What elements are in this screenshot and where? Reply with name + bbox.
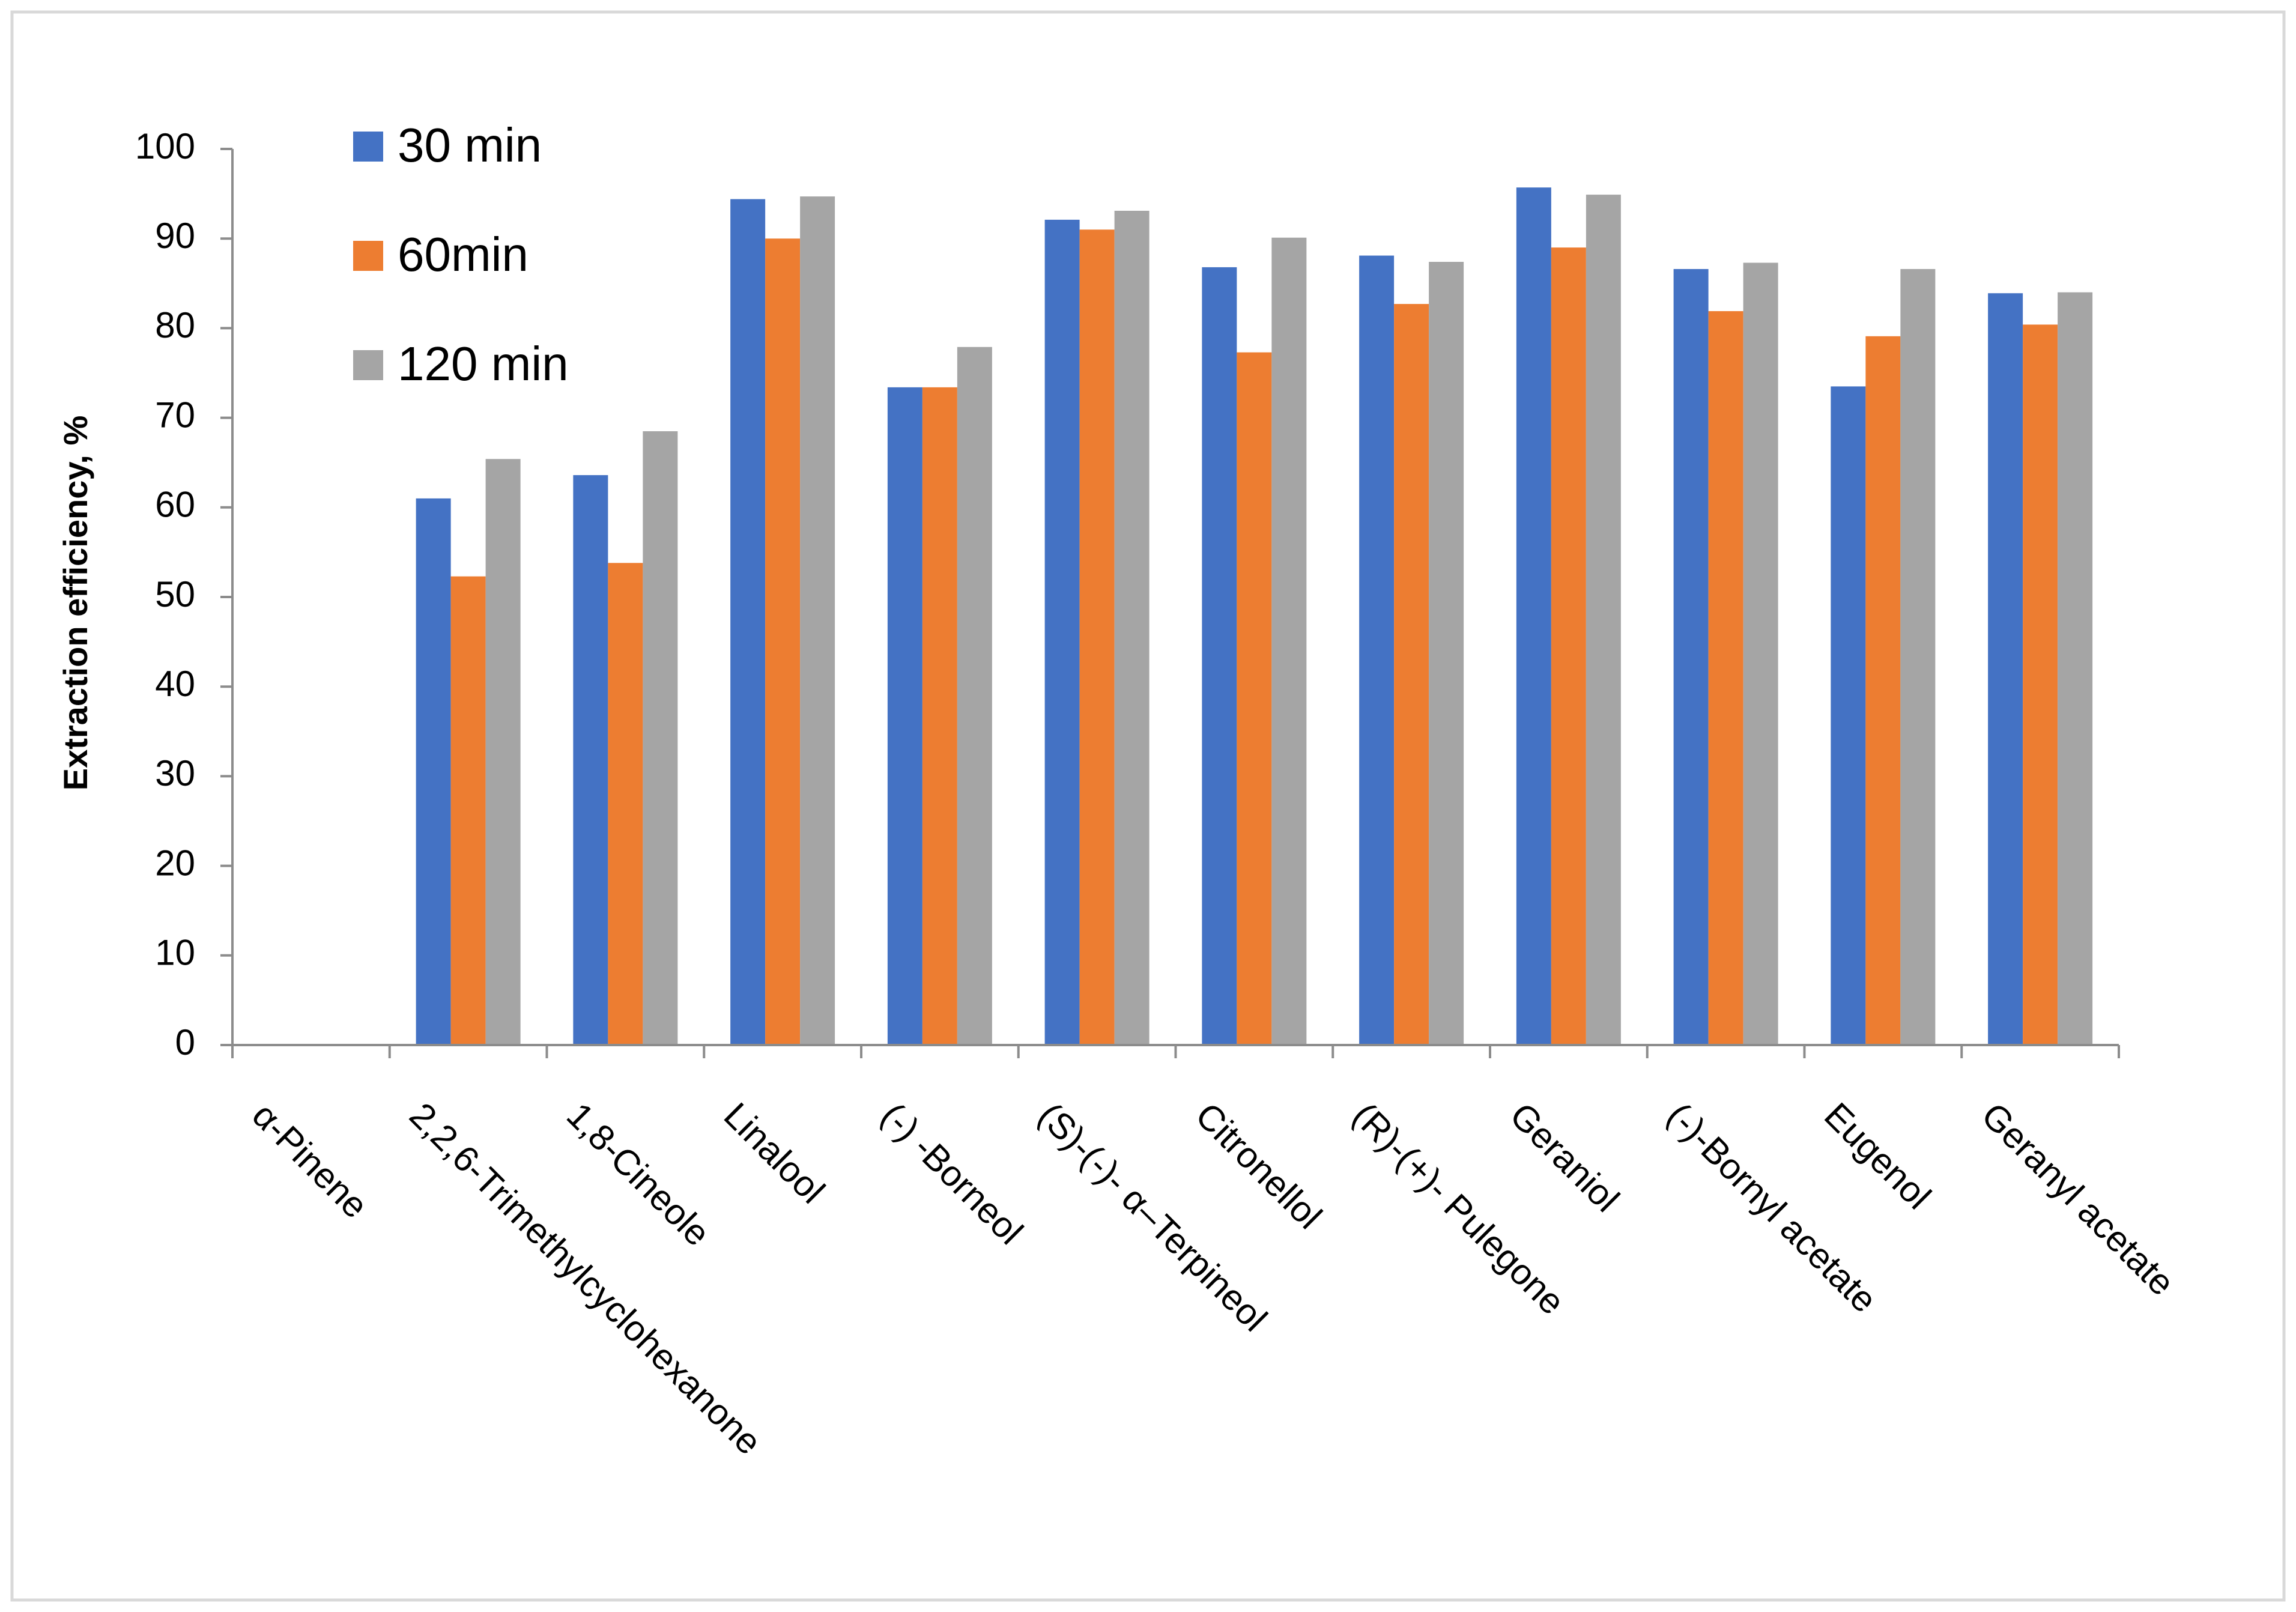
y-tick-label: 100 — [135, 126, 195, 166]
legend-swatch — [353, 241, 383, 271]
bar — [485, 459, 521, 1045]
bar — [1551, 247, 1586, 1045]
bar — [1586, 195, 1621, 1045]
y-axis-label: Extraction efficiency, % — [56, 416, 94, 791]
bar — [450, 576, 486, 1045]
y-tick-label: 20 — [155, 843, 195, 883]
bar — [1114, 210, 1150, 1045]
bar — [1900, 268, 1936, 1046]
bar — [1673, 268, 1709, 1046]
y-tick-label: 30 — [155, 753, 195, 793]
bar — [1079, 229, 1115, 1045]
bar — [416, 498, 451, 1045]
y-tick-label: 50 — [155, 574, 195, 614]
y-tick-label: 90 — [155, 216, 195, 256]
bar — [1271, 237, 1307, 1045]
y-tick-label: 60 — [155, 485, 195, 525]
bar — [730, 199, 766, 1045]
y-tick-label: 10 — [155, 933, 195, 973]
legend-label: 30 min — [398, 118, 542, 172]
bar — [1831, 386, 1866, 1045]
bar — [1988, 293, 2023, 1045]
legend-swatch — [353, 350, 383, 380]
y-tick-label: 70 — [155, 395, 195, 435]
bar — [1394, 304, 1429, 1046]
bar — [922, 387, 957, 1045]
bar — [765, 238, 801, 1046]
bar — [1202, 267, 1237, 1046]
y-tick-label: 40 — [155, 664, 195, 704]
bar — [2058, 292, 2093, 1046]
bar — [800, 196, 835, 1046]
bar — [573, 475, 608, 1045]
bar — [608, 563, 643, 1045]
bar — [957, 347, 992, 1046]
bar — [2023, 324, 2058, 1045]
bar — [1237, 352, 1272, 1045]
legend-label: 120 min — [398, 337, 569, 390]
bar — [1708, 311, 1743, 1045]
legend: 30 min 60min 120 min — [353, 118, 569, 390]
bar — [1516, 187, 1551, 1045]
y-tick-label: 0 — [175, 1022, 195, 1062]
legend-label: 60min — [398, 228, 529, 281]
bar — [643, 431, 678, 1045]
bar — [1359, 255, 1395, 1046]
bar — [1743, 262, 1778, 1045]
bar — [1044, 219, 1080, 1045]
bar — [1865, 336, 1901, 1045]
bar — [1429, 261, 1464, 1046]
y-tick-label: 80 — [155, 305, 195, 345]
bar — [887, 387, 922, 1045]
legend-swatch — [353, 132, 383, 162]
